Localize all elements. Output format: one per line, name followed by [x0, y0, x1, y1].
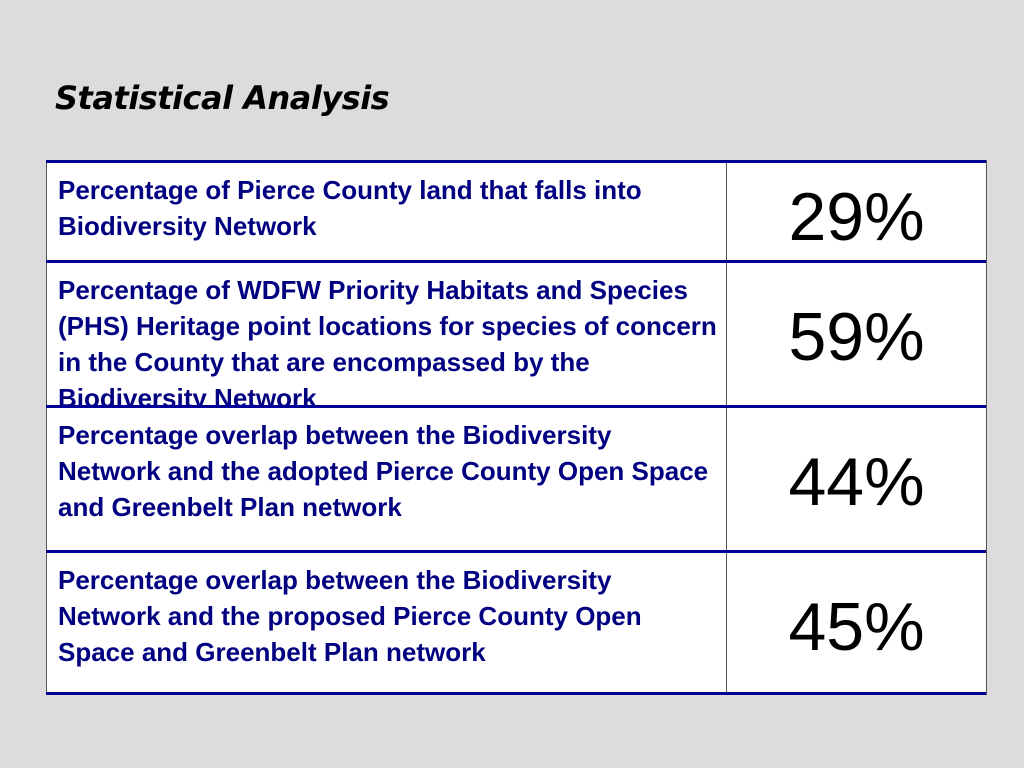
table-row: Percentage of WDFW Priority Habitats and… — [46, 260, 986, 405]
row-value: 29% — [788, 179, 925, 255]
row-value: 44% — [788, 444, 925, 520]
row-label: Percentage overlap between the Biodivers… — [46, 553, 727, 692]
table-row: Percentage of Pierce County land that fa… — [46, 160, 986, 260]
row-label: Percentage overlap between the Biodivers… — [46, 408, 727, 550]
statistics-table: Percentage of Pierce County land that fa… — [46, 160, 987, 695]
slide-title: Statistical Analysis — [55, 79, 390, 117]
row-label: Percentage of WDFW Priority Habitats and… — [46, 263, 727, 405]
row-value: 45% — [788, 589, 925, 665]
table-row: Percentage overlap between the Biodivers… — [46, 550, 986, 695]
row-value: 59% — [788, 299, 925, 375]
table-row: Percentage overlap between the Biodivers… — [46, 405, 986, 550]
row-label: Percentage of Pierce County land that fa… — [46, 163, 727, 260]
